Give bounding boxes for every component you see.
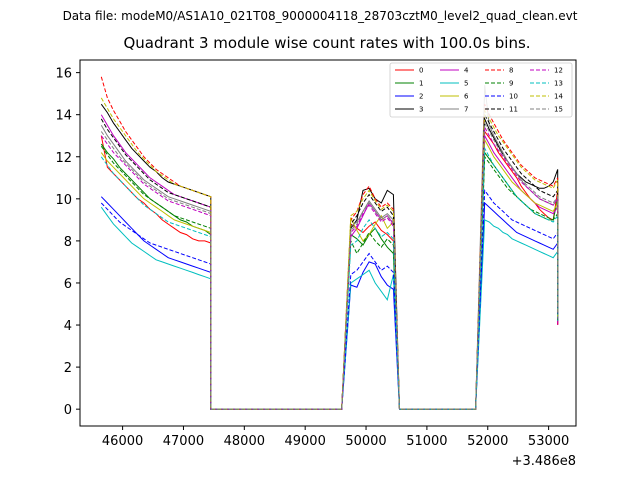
legend-label-3: 3: [419, 106, 423, 114]
series-line-13: [100, 146, 559, 410]
plot-area: [100, 76, 559, 410]
y-tick-label: 6: [64, 277, 72, 292]
series-line-11: [100, 112, 559, 410]
legend-label-6: 6: [464, 93, 469, 101]
legend-label-12: 12: [554, 67, 563, 75]
series-line-6: [100, 138, 559, 410]
series-line-10: [100, 188, 559, 410]
series-line-8: [100, 76, 559, 410]
legend-label-1: 1: [419, 80, 423, 88]
x-tick-label: 48000: [224, 434, 265, 449]
y-tick-label: 8: [64, 235, 72, 250]
x-tick-label: 47000: [163, 434, 204, 449]
legend-label-0: 0: [419, 67, 423, 75]
legend-label-8: 8: [509, 67, 513, 75]
x-offset-text: +3.486e8: [512, 454, 576, 469]
series-line-2: [100, 196, 559, 410]
legend-label-14: 14: [554, 93, 563, 101]
y-tick-label: 2: [64, 361, 72, 376]
legend-label-11: 11: [509, 106, 518, 114]
y-tick-label: 4: [64, 319, 72, 334]
series-line-7: [100, 85, 559, 410]
legend-label-15: 15: [554, 106, 563, 114]
series-line-15: [100, 121, 559, 410]
x-tick-label: 50000: [345, 434, 386, 449]
legend-box: [389, 62, 573, 118]
chart-title: Quadrant 3 module wise count rates with …: [123, 34, 530, 52]
legend-label-7: 7: [464, 106, 468, 114]
x-tick-label: 53000: [528, 434, 569, 449]
legend-label-10: 10: [509, 93, 518, 101]
series-line-5: [100, 206, 559, 410]
series-line-12: [100, 125, 559, 410]
x-tick-label: 51000: [406, 434, 447, 449]
y-tick-label: 14: [55, 109, 72, 124]
y-tick-label: 12: [55, 151, 72, 166]
x-tick-label: 52000: [467, 434, 508, 449]
y-tick-label: 0: [64, 403, 72, 418]
x-tick-label: 49000: [284, 434, 325, 449]
y-tick-label: 10: [55, 193, 72, 208]
legend-label-9: 9: [509, 80, 513, 88]
series-line-14: [100, 97, 559, 410]
axes-frame: [79, 59, 577, 427]
axes: 46000 47000 48000 49000 50000 51000 52000 53000…: [55, 59, 577, 449]
y-tick-label: 16: [55, 67, 72, 82]
figure-suptitle: Data file: modeM0/AS1A10_021T08_90000041…: [63, 9, 578, 23]
legend-label-5: 5: [464, 80, 468, 88]
legend-label-4: 4: [464, 67, 469, 75]
legend-label-2: 2: [419, 93, 423, 101]
x-tick-label: 46000: [102, 434, 143, 449]
legend-label-13: 13: [554, 80, 563, 88]
